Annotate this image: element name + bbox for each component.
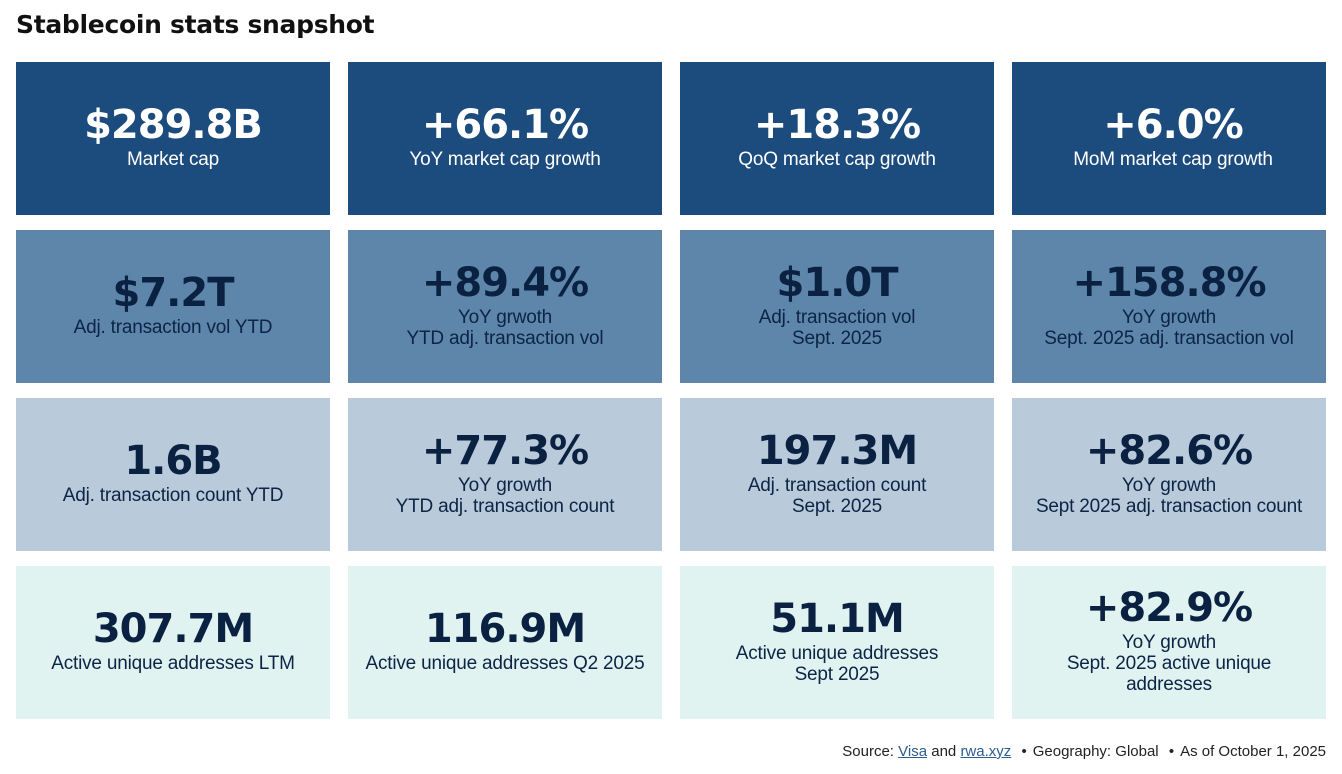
stat-card-yoy-sept-transaction-count: +82.6% YoY growth Sept 2025 adj. transac… [1012,398,1326,551]
stat-label: Adj. transaction vol YTD [73,317,273,338]
stat-card-market-cap: $289.8B Market cap [16,62,330,215]
stat-label: YoY growth [1121,632,1217,653]
stat-label: YoY growth [457,474,553,496]
stat-label: YoY growth [1121,474,1217,496]
stat-label: QoQ market cap growth [738,149,936,170]
stat-sublabel: Sept 2025 [794,663,880,685]
stat-value: +77.3% [421,427,589,474]
bullet-separator: • [1021,743,1027,760]
stat-label: Active unique addresses LTM [51,653,295,674]
stat-value: +158.8% [1072,259,1266,306]
stat-card-yoy-sept-transaction-vol: +158.8% YoY growth Sept. 2025 adj. trans… [1012,230,1326,383]
stat-value: $7.2T [112,270,235,316]
stat-sublabel: Sept. 2025 [792,495,882,517]
stat-card-adj-transaction-vol-sept: $1.0T Adj. transaction vol Sept. 2025 [680,230,994,383]
stat-label: MoM market cap growth [1073,149,1273,170]
source-footer: Source: Visa and rwa.xyz • Geography: Glo… [842,743,1326,760]
stat-card-yoy-market-cap-growth: +66.1% YoY market cap growth [348,62,662,215]
stat-value: +66.1% [421,102,589,148]
stat-sublabel: YTD adj. transaction vol [406,327,604,349]
stat-label: Adj. transaction vol [758,306,916,328]
stat-label: YoY market cap growth [409,149,601,170]
stat-card-active-addresses-ltm: 307.7M Active unique addresses LTM [16,566,330,719]
source-prefix: Source: [842,743,899,760]
stat-label: Adj. transaction count [747,474,927,496]
stat-card-mom-market-cap-growth: +6.0% MoM market cap growth [1012,62,1326,215]
stat-value: 116.9M [424,606,586,652]
stat-value: 1.6B [124,438,222,484]
stat-card-active-addresses-q2: 116.9M Active unique addresses Q2 2025 [348,566,662,719]
stat-label: YoY grwoth [457,306,553,328]
stat-card-adj-transaction-count-ytd: 1.6B Adj. transaction count YTD [16,398,330,551]
geography-text: Geography: Global [1032,743,1159,760]
stat-value: $1.0T [776,259,899,306]
stat-card-active-addresses-sept: 51.1M Active unique addresses Sept 2025 [680,566,994,719]
stat-value: +18.3% [753,102,921,148]
stat-sublabel: Sept. 2025 adj. transaction vol [1044,327,1294,349]
stat-value: +82.6% [1085,427,1253,474]
stat-label: Active unique addresses [735,642,939,664]
stats-grid: $289.8B Market cap +66.1% YoY market cap… [16,62,1326,719]
stat-value: $289.8B [84,102,263,148]
stat-value: 51.1M [770,595,904,642]
stat-value: +82.9% [1085,585,1253,631]
bullet-separator: • [1168,743,1175,760]
stat-label: Market cap [127,149,219,170]
stat-value: 307.7M [92,606,254,652]
stat-card-adj-transaction-count-sept: 197.3M Adj. transaction count Sept. 2025 [680,398,994,551]
stat-label: Adj. transaction count YTD [62,485,284,506]
stat-value: 197.3M [756,427,918,474]
as-of-date: As of October 1, 2025 [1180,743,1326,760]
stat-sublabel: YTD adj. transaction count [395,495,615,517]
stat-sublabel: Sept. 2025 active unique addresses [1066,653,1272,695]
stat-card-yoy-sept-active-addresses: +82.9% YoY growth Sept. 2025 active uniq… [1012,566,1326,719]
source-and: and [927,743,961,760]
rwa-xyz-link[interactable]: rwa.xyz [960,743,1012,760]
stat-card-adj-transaction-vol-ytd: $7.2T Adj. transaction vol YTD [16,230,330,383]
stat-value: +6.0% [1103,102,1243,148]
page-title: Stablecoin stats snapshot [16,10,375,39]
visa-link[interactable]: Visa [898,743,928,760]
stat-card-qoq-market-cap-growth: +18.3% QoQ market cap growth [680,62,994,215]
stat-label: Active unique addresses Q2 2025 [365,653,645,674]
stat-label: YoY growth [1121,306,1217,328]
stat-sublabel: Sept. 2025 [792,327,882,349]
stat-card-yoy-ytd-transaction-count: +77.3% YoY growth YTD adj. transaction c… [348,398,662,551]
stat-card-yoy-ytd-transaction-vol: +89.4% YoY grwoth YTD adj. transaction v… [348,230,662,383]
stat-value: +89.4% [421,259,589,306]
stat-sublabel: Sept 2025 adj. transaction count [1035,495,1303,517]
